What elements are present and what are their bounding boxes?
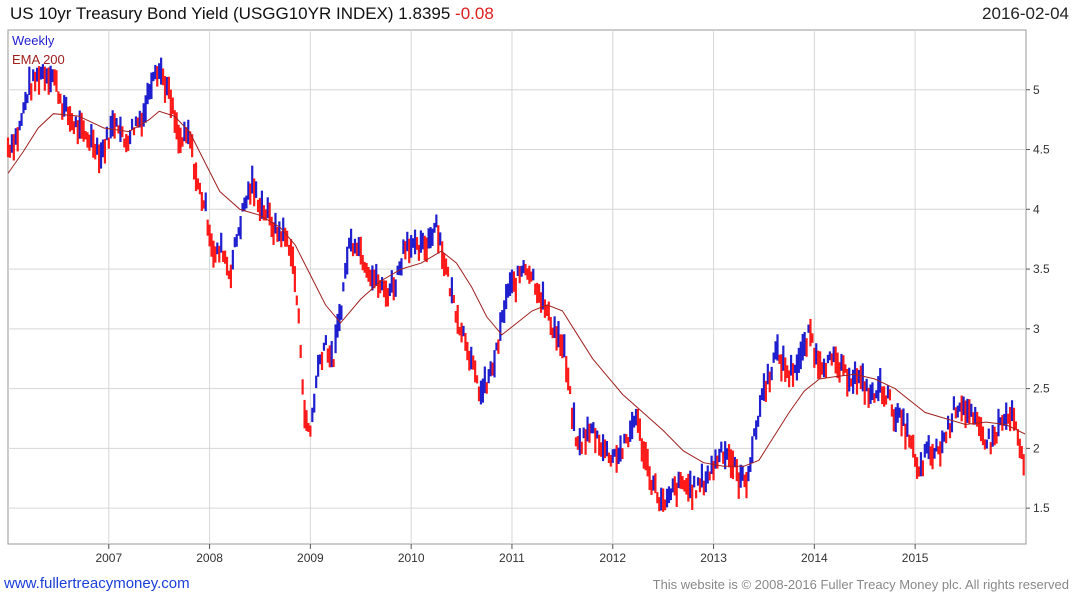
y-tick-label: 1.5 <box>1033 501 1050 515</box>
legend-ema: EMA 200 <box>12 52 65 67</box>
x-tick-label: 2009 <box>297 551 324 565</box>
chart-title: US 10yr Treasury Bond Yield (USGG10YR IN… <box>10 4 494 24</box>
y-tick-label: 2.5 <box>1033 382 1050 396</box>
y-tick-label: 5 <box>1033 83 1040 97</box>
x-tick-label: 2012 <box>599 551 626 565</box>
x-tick-label: 2015 <box>902 551 929 565</box>
weekly-series <box>6 57 1025 512</box>
copyright-text: This website is © 2008-2016 Fuller Treac… <box>652 577 1069 592</box>
change-value: -0.08 <box>455 4 494 23</box>
title-text: US 10yr Treasury Bond Yield (USGG10YR IN… <box>10 4 451 23</box>
plot-frame <box>7 29 1027 545</box>
site-link[interactable]: www.fullertreacymoney.com <box>4 575 190 592</box>
x-tick-label: 2010 <box>398 551 425 565</box>
y-tick-label: 4 <box>1033 202 1040 216</box>
y-tick-label: 3 <box>1033 322 1040 336</box>
y-tick-label: 2 <box>1033 441 1040 455</box>
chart-date: 2016-02-04 <box>982 4 1069 23</box>
y-tick-label: 4.5 <box>1033 143 1050 157</box>
legend-weekly: Weekly <box>12 33 55 48</box>
x-tick-label: 2013 <box>700 551 727 565</box>
y-axis: 1.5 2 2.5 3 3.5 4 4.5 5 <box>1026 83 1050 515</box>
x-tick-label: 2011 <box>499 551 525 565</box>
x-tick-label: 2008 <box>196 551 223 565</box>
x-axis: 2007 2008 2009 2010 2011 2012 2013 2014 2015 <box>95 544 929 565</box>
x-tick-label: 2014 <box>801 551 828 565</box>
chart-header: US 10yr Treasury Bond Yield (USGG10YR IN… <box>0 0 1075 30</box>
ema-200-line <box>7 110 1026 467</box>
x-tick-label: 2007 <box>95 551 122 565</box>
y-tick-label: 3.5 <box>1033 262 1050 276</box>
